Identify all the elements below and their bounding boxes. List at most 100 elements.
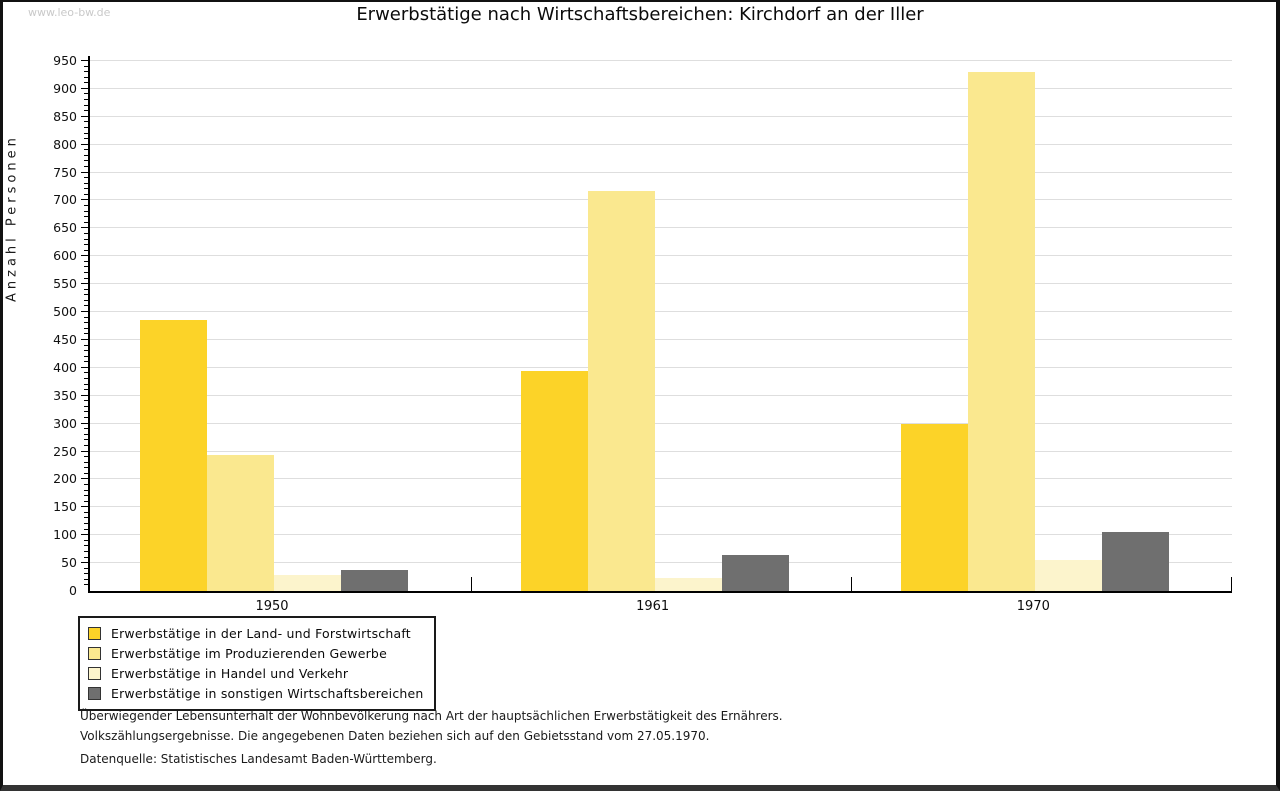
bar-1961-series-3 <box>654 578 722 591</box>
y-minor-tick <box>84 132 88 134</box>
y-minor-tick <box>84 372 88 374</box>
y-major-tick <box>81 227 88 229</box>
y-major-tick <box>81 534 88 536</box>
y-major-tick <box>81 311 88 313</box>
y-minor-tick <box>84 266 88 268</box>
gridline <box>90 506 1232 508</box>
y-minor-tick <box>84 238 88 240</box>
y-major-tick <box>81 506 88 508</box>
legend-swatch <box>88 646 101 660</box>
y-minor-tick <box>84 523 88 525</box>
y-minor-tick <box>84 210 88 212</box>
y-minor-tick <box>84 322 88 324</box>
y-tick-label: 700 <box>53 192 77 208</box>
gridline <box>90 338 1232 340</box>
y-tick-label: 600 <box>53 248 77 264</box>
y-minor-tick <box>84 411 88 413</box>
y-minor-tick <box>84 260 88 262</box>
bar-1961-series-4 <box>721 555 789 591</box>
data-source: Datenquelle: Statistisches Landesamt Bad… <box>80 752 437 766</box>
legend-swatch <box>88 626 101 640</box>
y-major-tick <box>81 60 88 61</box>
bar-1950-series-4 <box>341 570 408 591</box>
y-tick-label: 50 <box>61 555 77 571</box>
y-tick-label: 650 <box>53 220 77 236</box>
y-minor-tick <box>84 417 88 419</box>
y-minor-tick <box>84 177 88 179</box>
y-major-tick <box>81 171 88 173</box>
y-minor-tick <box>84 355 88 357</box>
bar-1961-series-1 <box>520 370 588 591</box>
y-tick-label: 150 <box>53 499 77 515</box>
y-minor-tick <box>84 539 88 541</box>
gridline <box>90 283 1232 285</box>
y-minor-tick <box>84 149 88 151</box>
legend-label: Erwerbstätige im Produzierenden Gewerbe <box>111 645 387 661</box>
y-minor-tick <box>84 232 88 234</box>
y-minor-tick <box>84 344 88 346</box>
plot-area <box>81 56 1232 593</box>
y-minor-tick <box>84 439 88 441</box>
y-minor-tick <box>84 433 88 435</box>
y-minor-tick <box>84 316 88 318</box>
footnote: Überwiegender Lebensunterhalt der Wohnbe… <box>80 706 783 746</box>
y-minor-tick <box>84 121 88 123</box>
y-minor-tick <box>84 299 88 301</box>
y-tick-label: 300 <box>53 415 77 431</box>
y-major-tick <box>81 394 88 396</box>
gridline <box>90 534 1232 536</box>
x-category-label: 1950 <box>255 599 289 614</box>
y-minor-tick <box>84 71 88 73</box>
y-minor-tick <box>84 578 88 580</box>
y-minor-tick <box>84 93 88 95</box>
y-minor-tick <box>84 472 88 474</box>
y-minor-tick <box>84 456 88 458</box>
y-major-tick <box>81 338 88 340</box>
gridline <box>90 394 1232 396</box>
gridline <box>90 255 1232 257</box>
y-major-tick <box>81 115 88 117</box>
legend: Erwerbstätige in der Land- und Forstwirt… <box>78 616 436 711</box>
y-minor-tick <box>84 484 88 485</box>
gridline <box>90 115 1232 117</box>
y-minor-tick <box>84 511 88 513</box>
gridline <box>90 478 1232 480</box>
gridline <box>90 199 1232 201</box>
gridline <box>90 366 1232 368</box>
y-minor-tick <box>84 182 88 184</box>
footnote-line-2: Volkszählungsergebnisse. Die angegebenen… <box>80 729 710 743</box>
y-tick-label: 450 <box>53 331 77 347</box>
y-minor-tick <box>84 272 88 273</box>
y-minor-tick <box>84 138 88 140</box>
bar-1950-series-2 <box>207 454 274 591</box>
y-minor-tick <box>84 99 88 101</box>
y-minor-tick <box>84 277 88 279</box>
y-tick-label: 200 <box>53 471 77 487</box>
y-minor-tick <box>84 428 88 430</box>
gridline <box>90 171 1232 173</box>
y-major-tick <box>81 283 88 285</box>
y-minor-tick <box>84 193 88 195</box>
y-minor-tick <box>84 573 88 575</box>
y-major-tick <box>81 450 88 452</box>
y-minor-tick <box>84 82 88 84</box>
legend-swatch <box>88 686 101 700</box>
bar-1970-series-1 <box>901 423 969 591</box>
bar-1970-series-3 <box>1035 560 1103 591</box>
y-minor-tick <box>84 383 88 385</box>
legend-item: Erwerbstätige in Handel und Verkehr <box>88 663 424 683</box>
y-axis-title: Anzahl Personen <box>4 134 20 302</box>
y-minor-tick <box>84 205 88 207</box>
y-minor-tick <box>84 584 88 586</box>
y-minor-tick <box>84 294 88 296</box>
y-tick-label: 350 <box>53 387 77 403</box>
y-tick-label: 750 <box>53 164 77 180</box>
x-category-label: 1961 <box>636 599 670 614</box>
y-major-tick <box>81 422 88 424</box>
x-category-label: 1970 <box>1016 599 1050 614</box>
y-minor-tick <box>84 556 88 558</box>
y-minor-tick <box>84 333 88 335</box>
gridline <box>90 60 1232 61</box>
y-minor-tick <box>84 389 88 391</box>
